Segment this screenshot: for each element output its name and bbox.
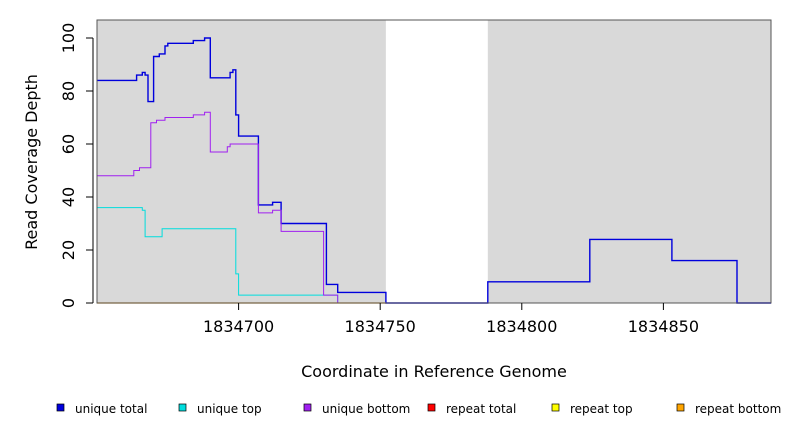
legend-swatch-unique-top [178, 403, 187, 412]
y-tick-label-100: 100 [59, 23, 78, 54]
x-tick-label-1834850: 1834850 [628, 317, 699, 336]
y-tick-label-40: 40 [59, 187, 78, 207]
legend-swatch-repeat-total [427, 403, 436, 412]
y-axis-label: Read Coverage Depth [22, 74, 41, 250]
legend-swatch-unique-bottom [303, 403, 312, 412]
series-line-unique-top [97, 207, 771, 304]
shaded-regions [97, 20, 771, 303]
y-tick-label-80: 80 [59, 81, 78, 101]
x-tick-label-1834750: 1834750 [345, 317, 416, 336]
legend: unique total unique top unique bottom repea… [56, 402, 781, 416]
x-axis-label: Coordinate in Reference Genome [301, 362, 567, 381]
legend-label-unique-bottom: unique bottom [322, 402, 410, 416]
legend-label-unique-total: unique total [75, 402, 147, 416]
y-axis: 0 20 40 60 80 100 [59, 23, 94, 308]
x-tick-label-1834800: 1834800 [486, 317, 557, 336]
y-tick-label-60: 60 [59, 134, 78, 154]
x-tick-label-1834700: 1834700 [203, 317, 274, 336]
legend-label-unique-top: unique top [197, 402, 262, 416]
legend-swatch-repeat-top [551, 403, 560, 412]
shaded-region-2 [487, 20, 771, 303]
shaded-region-1 [97, 20, 386, 303]
legend-label-repeat-bottom: repeat bottom [695, 402, 781, 416]
legend-swatch-unique-total [56, 403, 65, 412]
legend-swatch-repeat-bottom [676, 403, 685, 412]
legend-label-repeat-total: repeat total [446, 402, 516, 416]
y-tick-label-20: 20 [59, 240, 78, 260]
series-line-unique-bottom [97, 111, 771, 304]
x-axis: 1834700 1834750 1834800 1834850 [97, 302, 771, 336]
legend-label-repeat-top: repeat top [570, 402, 633, 416]
y-tick-label-0: 0 [59, 298, 78, 308]
